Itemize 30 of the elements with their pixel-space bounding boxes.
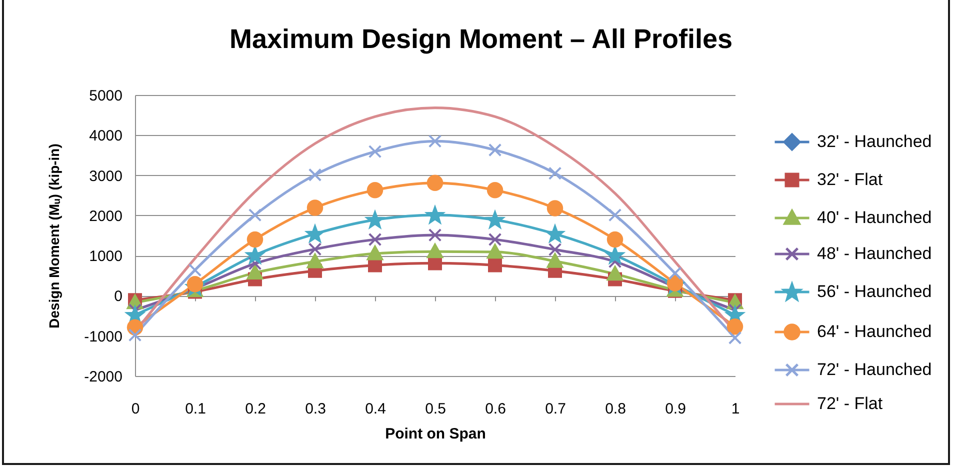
x-tick-label: 0.2 xyxy=(245,400,266,418)
x-tick-label: 0.6 xyxy=(485,400,506,418)
legend-label: 48' - Haunched xyxy=(817,244,932,263)
x-tick-label: 0.7 xyxy=(545,400,566,418)
x-tick-label: 1 xyxy=(731,400,740,418)
x-tick-label: 0.5 xyxy=(425,400,446,418)
y-tick-label: 4000 xyxy=(89,128,122,145)
x-tick-label: 0.9 xyxy=(665,400,686,418)
x-tick-label: 0.3 xyxy=(305,400,326,418)
y-tick-label: 1000 xyxy=(89,248,122,266)
y-tick-label: -1000 xyxy=(84,328,122,346)
legend-label: 72' - Haunched xyxy=(817,360,932,379)
x-tick-label: 0.4 xyxy=(365,400,386,418)
x-axis-title: Point on Span xyxy=(385,426,486,442)
legend-label: 32' - Flat xyxy=(817,170,883,189)
x-tick-label: 0 xyxy=(131,400,140,418)
y-tick-label: 2000 xyxy=(89,208,122,225)
x-tick-label: 0.8 xyxy=(605,400,626,418)
legend-label: 72' - Flat xyxy=(817,394,883,413)
y-tick-label: 0 xyxy=(114,288,122,306)
y-tick-label: 5000 xyxy=(89,88,122,104)
legend-label: 64' - Haunched xyxy=(817,322,932,341)
y-axis-title: Design Moment (Mᵤ) (kip-in) xyxy=(46,144,62,328)
chart-title: Maximum Design Moment – All Profiles xyxy=(229,24,733,54)
legend-label: 56' - Haunched xyxy=(817,282,932,301)
x-tick-label: 0.1 xyxy=(185,400,206,418)
y-tick-label: -2000 xyxy=(84,368,122,386)
legend-label: 32' - Haunched xyxy=(817,132,932,151)
y-tick-label: 3000 xyxy=(89,168,122,185)
legend-label: 40' - Haunched xyxy=(817,208,932,227)
